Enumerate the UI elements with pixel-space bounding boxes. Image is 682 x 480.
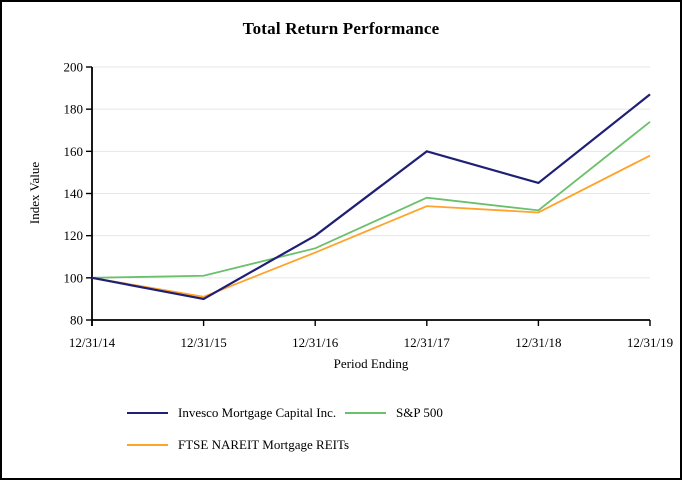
legend-label-1: S&P 500	[396, 405, 443, 420]
x-tick-label-1: 12/31/15	[180, 335, 226, 350]
legend-swatch-1	[345, 412, 386, 414]
series-line-1	[91, 121, 651, 279]
x-axis-label: Period Ending	[333, 356, 409, 371]
series-line-0	[91, 93, 651, 301]
legend-item-1: S&P 500	[345, 405, 443, 421]
legend-label-2: FTSE NAREIT Mortgage REITs	[178, 437, 350, 452]
y-tick-label-120: 120	[64, 228, 84, 243]
chart-title: Total Return Performance	[242, 19, 440, 38]
y-tick-label-180: 180	[64, 102, 84, 117]
x-tick-label-4: 12/31/18	[515, 335, 561, 350]
series-line-2	[91, 154, 651, 298]
x-tick-label-2: 12/31/16	[292, 335, 339, 350]
legend-label-0: Invesco Mortgage Capital Inc.	[178, 405, 337, 420]
x-tick-label-5: 12/31/19	[627, 335, 673, 350]
y-tick-label-80: 80	[70, 313, 83, 328]
legend-swatch-0	[127, 412, 168, 414]
y-tick-label-160: 160	[64, 144, 84, 159]
legend-item-2: FTSE NAREIT Mortgage REITs	[127, 437, 349, 453]
legend-item-0: Invesco Mortgage Capital Inc.	[127, 405, 336, 421]
y-tick-label-200: 200	[64, 60, 84, 75]
x-tick-label-3: 12/31/17	[404, 335, 451, 350]
y-tick-label-100: 100	[64, 270, 84, 285]
legend-swatch-2	[127, 444, 168, 446]
y-tick-label-140: 140	[64, 186, 84, 201]
x-tick-label-0: 12/31/14	[69, 335, 116, 350]
